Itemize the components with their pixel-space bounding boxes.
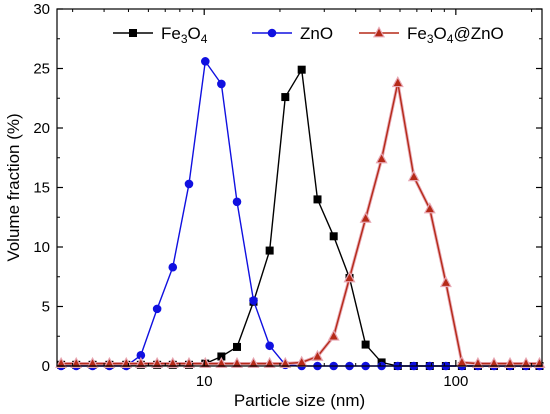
data-point <box>520 356 533 369</box>
data-point <box>136 350 146 360</box>
legend-label: Fe3O4@ZnO <box>407 24 504 46</box>
legend-label: Fe3O4 <box>161 24 208 46</box>
x-tick-label: 10 <box>196 373 213 390</box>
legend: Fe3O4 ZnO Fe3O4@ZnO <box>113 24 504 46</box>
data-point <box>343 271 356 283</box>
y-tick-label: 25 <box>33 61 50 78</box>
data-point <box>329 232 338 241</box>
data-point <box>361 340 370 349</box>
data-point <box>199 356 212 369</box>
legend-subscript: 3 <box>427 32 434 46</box>
y-axis-title: Volume fraction (%) <box>4 113 23 261</box>
series-line-halo <box>61 81 540 366</box>
data-point <box>281 93 290 102</box>
data-point <box>407 170 420 182</box>
data-point <box>217 352 226 361</box>
series-fe3o4 <box>57 65 544 370</box>
y-tick-label: 30 <box>33 1 50 18</box>
legend-text-part: Fe <box>407 24 427 43</box>
data-point <box>166 356 179 369</box>
data-point <box>504 356 517 369</box>
y-tick-label: 5 <box>42 299 50 316</box>
data-point <box>182 356 195 369</box>
series-layer <box>55 57 546 371</box>
axis-ticks: 0 5 10 15 20 25 30 10 100 <box>33 1 542 390</box>
legend-subscript: 3 <box>181 32 188 46</box>
legend-item-fe3o4-zno: Fe3O4@ZnO <box>359 24 504 46</box>
y-tick-label: 10 <box>33 239 50 256</box>
data-point <box>86 356 99 369</box>
data-point <box>313 195 322 204</box>
x-axis-title: Particle size (nm) <box>234 391 365 410</box>
legend-text-part: ZnO <box>300 24 333 43</box>
data-point <box>265 341 274 351</box>
legend-marker <box>129 29 137 37</box>
data-point <box>263 356 276 369</box>
data-point <box>134 356 147 369</box>
data-point <box>55 356 68 369</box>
data-point <box>297 65 306 74</box>
series-line <box>61 60 540 367</box>
plot-frame <box>56 8 543 367</box>
series-line <box>61 82 540 365</box>
legend-item-zno: ZnO <box>252 24 333 43</box>
series-zno <box>56 57 544 371</box>
legend-text-part: Fe <box>161 24 181 43</box>
data-point <box>232 197 242 207</box>
legend-text-part: O <box>434 24 447 43</box>
data-point <box>217 79 226 89</box>
legend-marker <box>372 26 386 38</box>
data-point <box>265 246 274 255</box>
data-point <box>391 76 404 88</box>
data-point <box>327 329 340 341</box>
data-point <box>184 179 194 189</box>
data-point <box>200 57 210 66</box>
data-point <box>359 211 372 223</box>
data-point <box>279 356 292 369</box>
x-tick-label: 100 <box>443 373 468 390</box>
data-point <box>249 296 258 305</box>
data-point <box>233 342 242 351</box>
y-tick-label: 20 <box>33 120 50 137</box>
legend-label: ZnO <box>300 24 333 43</box>
legend-text-part: @ZnO <box>453 24 503 43</box>
series-fe3o4-zno <box>55 76 546 369</box>
legend-subscript: 4 <box>447 32 454 46</box>
data-point <box>375 152 388 164</box>
data-point <box>423 202 436 214</box>
series-line <box>61 68 540 367</box>
data-point <box>247 356 260 369</box>
data-point <box>151 356 164 369</box>
data-point <box>168 262 178 272</box>
data-point <box>215 356 228 369</box>
data-point <box>311 349 324 361</box>
legend-text-part: O <box>188 24 201 43</box>
data-point <box>103 356 116 369</box>
data-point <box>152 304 162 314</box>
plot-area <box>55 8 546 371</box>
legend-marker <box>267 28 277 38</box>
y-tick-label: 15 <box>33 180 50 197</box>
legend-subscript: 4 <box>201 32 208 46</box>
data-point <box>439 275 452 288</box>
legend-item-fe3o4: Fe3O4 <box>113 24 208 46</box>
data-point <box>471 356 484 369</box>
data-point <box>70 356 83 369</box>
data-point <box>487 356 501 369</box>
data-point <box>231 356 244 369</box>
y-tick-label: 0 <box>42 358 50 375</box>
